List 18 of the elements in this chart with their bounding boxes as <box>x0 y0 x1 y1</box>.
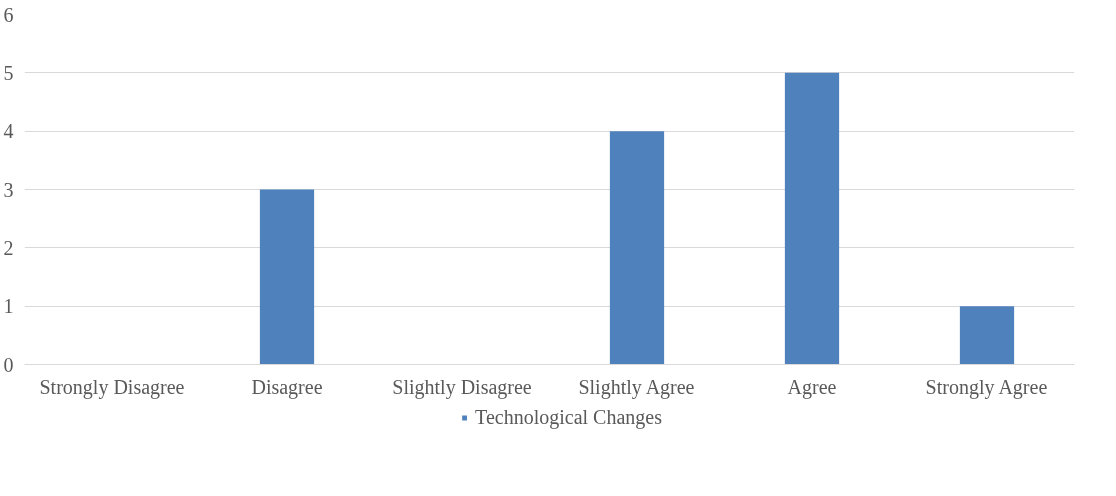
legend-label: Technological Changes <box>475 405 662 429</box>
x-tick-label: Disagree <box>251 375 323 399</box>
bar <box>784 72 840 365</box>
bar <box>259 189 315 365</box>
x-tick-label: Strongly Disagree <box>39 375 185 399</box>
y-tick-label: 4 <box>3 120 14 143</box>
y-tick-label: 1 <box>3 295 14 318</box>
y-tick-label: 6 <box>3 3 14 26</box>
x-tick-label: Strongly Agree <box>925 375 1048 399</box>
y-tick-label: 0 <box>3 353 14 376</box>
y-tick-label: 3 <box>3 178 14 201</box>
x-tick-label: Slightly Disagree <box>392 375 532 399</box>
y-tick-label: 5 <box>3 61 14 84</box>
y-tick-label: 2 <box>3 236 14 259</box>
x-tick-label: Agree <box>787 375 837 399</box>
bar <box>959 306 1015 365</box>
x-tick-label: Slightly Agree <box>578 375 695 399</box>
bar <box>609 131 665 365</box>
